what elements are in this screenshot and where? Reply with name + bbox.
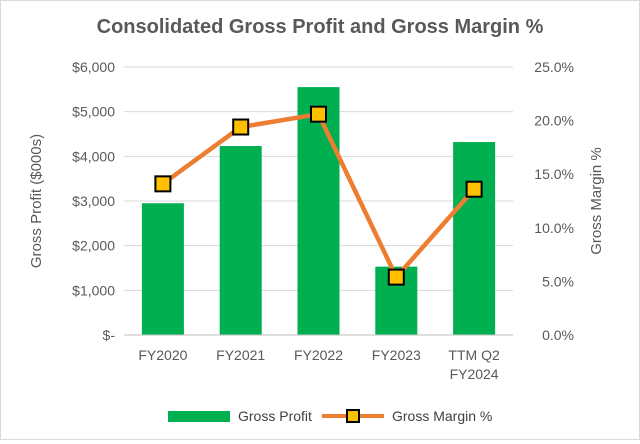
y-tick-label: $2,000 [72,238,115,254]
legend-swatch-gross-profit [168,411,230,422]
y-tick-label: $6,000 [72,59,115,75]
x-tick-label: FY2024 [450,366,499,382]
legend-label-gross-margin: Gross Margin % [392,408,492,424]
y2-axis-ticks: 0.0% 5.0% 10.0% 15.0% 20.0% 25.0% [534,59,574,343]
y-axis-label: Gross Profit ($000s) [28,134,45,268]
bar-series [141,87,496,335]
y-tick-label: $3,000 [72,193,115,209]
marker-gross-margin [465,180,483,198]
x-tick-label: FY2022 [294,347,343,363]
bar-gross-profit [453,142,496,335]
y-tick-label: $4,000 [72,148,115,164]
x-axis-ticks: FY2020 FY2021 FY2022 FY2023 TTM Q2 FY2024 [138,347,500,382]
y2-tick-label: 5.0% [542,273,574,289]
y-axis-ticks: $- $1,000 $2,000 $3,000 $4,000 $5,000 $6,000 [72,59,115,343]
marker-gross-margin [310,105,327,123]
legend-swatch-gross-margin-marker [346,409,360,423]
y2-tick-label: 15.0% [534,166,574,182]
chart-title: Consolidated Gross Profit and Gross Marg… [97,16,544,38]
x-tick-label: FY2021 [216,347,265,363]
marker-gross-margin [387,268,405,286]
y-tick-label: $5,000 [72,104,115,120]
y2-tick-label: 20.0% [534,113,574,129]
legend-label-gross-profit: Gross Profit [238,408,312,424]
legend: Gross Profit Gross Margin % [168,408,492,424]
x-tick-label: FY2020 [138,347,187,363]
y2-tick-label: 10.0% [534,220,574,236]
x-tick-label: FY2023 [372,347,421,363]
bar-gross-profit [141,203,184,335]
bar-gross-profit [297,87,340,335]
bar-gross-profit [219,146,262,335]
marker-gross-margin [154,175,172,193]
y2-tick-label: 25.0% [534,59,574,75]
y2-tick-label: 0.0% [542,327,574,343]
x-tick-label: TTM Q2 [448,347,500,363]
y-tick-label: $- [103,327,116,343]
marker-gross-margin [232,118,250,136]
y-tick-label: $1,000 [72,282,115,298]
line-series [154,105,483,286]
y2-axis-label: Gross Margin % [588,147,605,255]
